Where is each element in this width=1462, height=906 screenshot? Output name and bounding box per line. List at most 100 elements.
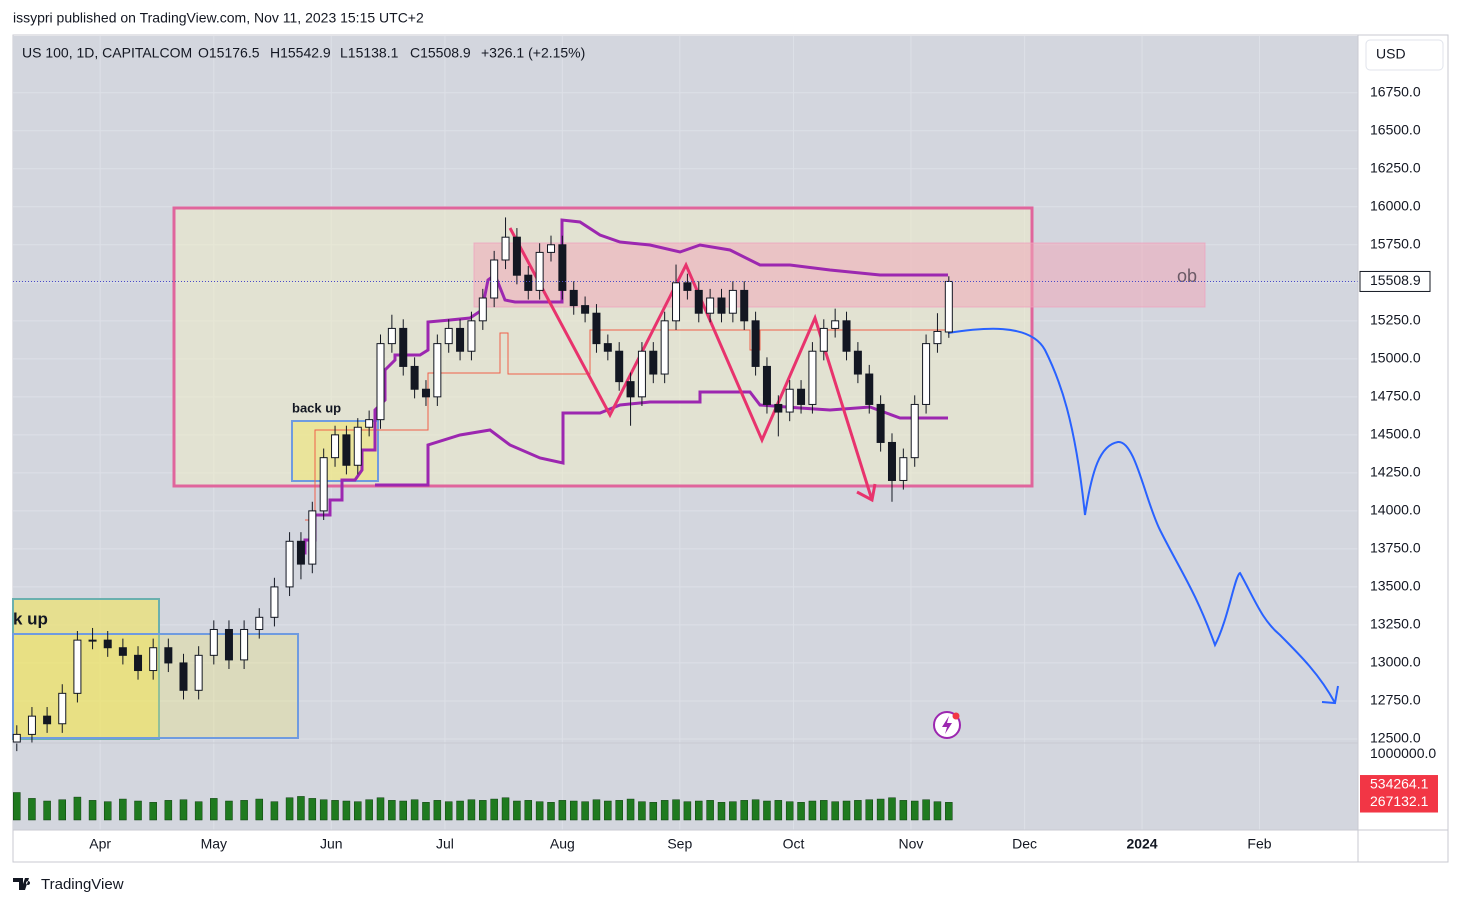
volume-bar	[638, 801, 646, 821]
step-line-purple-upper	[298, 218, 948, 555]
candle-body	[706, 297, 715, 314]
candle-body	[933, 330, 942, 345]
volume-bar	[194, 801, 203, 821]
candle-body	[331, 434, 340, 459]
y-tick-label: 16750.0	[1370, 83, 1421, 99]
y-tick-label: 12750.0	[1370, 692, 1421, 708]
volume-bar	[672, 799, 680, 821]
y-tick-label: 13750.0	[1370, 540, 1421, 556]
volume-bar	[854, 800, 862, 821]
candle-body	[694, 289, 703, 314]
candle-body	[728, 289, 737, 314]
volume-bar	[376, 797, 385, 821]
legend-close: C15508.9	[410, 45, 471, 61]
volume-bar	[444, 801, 453, 821]
x-tick-label: Jul	[436, 836, 454, 852]
candle-body	[535, 251, 544, 291]
candle-body	[43, 715, 52, 725]
y-tick-label: 15000.0	[1370, 350, 1421, 366]
volume-bar	[649, 802, 658, 821]
volume-marker-label: 267132.1	[1370, 793, 1429, 809]
y-tick-label: 14750.0	[1370, 388, 1421, 404]
volume-bar	[388, 800, 396, 821]
publisher-line: issypri published on TradingView.com, No…	[13, 10, 424, 26]
volume-bar	[604, 800, 612, 821]
volume-bar	[28, 798, 36, 821]
candle-body	[88, 639, 97, 642]
volume-bar	[225, 800, 233, 821]
volume-bar	[899, 800, 908, 821]
volume-bar	[73, 796, 82, 821]
marks	[12, 217, 1358, 821]
volume-bar	[865, 799, 874, 821]
candle-body	[637, 350, 646, 398]
volume-bar	[751, 799, 760, 821]
volume-bar	[820, 800, 828, 821]
volume-bar	[922, 799, 930, 821]
candle-body	[524, 274, 533, 291]
volume-bar	[501, 797, 510, 821]
brand-logo	[13, 878, 31, 890]
volume-bar	[308, 798, 317, 821]
candle-body	[209, 628, 218, 656]
candle-body	[944, 280, 953, 333]
volume-bar	[43, 800, 51, 821]
volume-bar	[524, 800, 533, 821]
y-tick-label: 13250.0	[1370, 616, 1421, 632]
currency-label: USD	[1376, 46, 1406, 62]
x-tick-label: 2024	[1126, 836, 1157, 852]
currency-button[interactable]	[1365, 39, 1444, 71]
volume-bar	[717, 802, 726, 821]
candle-body	[853, 350, 862, 375]
candle-body	[501, 236, 510, 261]
candle-body	[255, 616, 264, 630]
volume-bar	[240, 800, 248, 821]
candle-body	[876, 403, 885, 443]
volume-bar	[331, 800, 339, 821]
volume-bar	[410, 799, 419, 821]
candle-body	[512, 236, 521, 276]
candle-body	[365, 419, 374, 428]
ob-label: ob	[1177, 266, 1197, 286]
volume-bar	[479, 800, 487, 821]
candle-body	[547, 244, 555, 253]
candle-body	[12, 733, 21, 743]
volume-bar	[119, 798, 127, 821]
candle-body	[717, 297, 726, 314]
candle-body	[672, 282, 681, 322]
legend-change: +326.1 (+2.15%)	[481, 45, 585, 61]
legend-low: L15138.1	[340, 45, 399, 61]
y-tick-label: 12500.0	[1370, 730, 1421, 746]
candle-body	[558, 244, 567, 291]
candle-body	[342, 434, 351, 466]
candle-body	[649, 350, 658, 375]
y-tick-label: 15250.0	[1370, 312, 1421, 328]
volume-bar	[740, 800, 748, 821]
candle-body	[399, 327, 408, 367]
x-tick-label: Sep	[667, 836, 692, 852]
legend-high: H15542.9	[270, 45, 331, 61]
volume-bar	[179, 799, 188, 821]
candle-body	[774, 403, 783, 413]
step-line-purple-lower	[375, 390, 948, 487]
y-tick-label: 13500.0	[1370, 578, 1421, 594]
candle-body	[27, 715, 36, 735]
volume-tick-label: 1000000.0	[1370, 745, 1436, 761]
candle-body	[73, 639, 82, 694]
volume-bar	[706, 800, 714, 821]
y-tick-label: 13000.0	[1370, 654, 1421, 670]
candle-body	[592, 312, 601, 345]
volume-bar	[354, 801, 362, 821]
candle-body	[456, 327, 465, 352]
volume-bar	[774, 800, 783, 821]
volume-bar	[695, 800, 703, 821]
candle-body	[615, 350, 624, 383]
candle-body	[353, 426, 362, 466]
candle-body	[270, 586, 279, 618]
candle-body	[149, 647, 158, 672]
candle-body	[319, 457, 328, 512]
candle-body	[887, 441, 896, 481]
candle-body	[831, 320, 840, 329]
candle-body	[762, 365, 771, 405]
candle-body	[58, 692, 67, 725]
